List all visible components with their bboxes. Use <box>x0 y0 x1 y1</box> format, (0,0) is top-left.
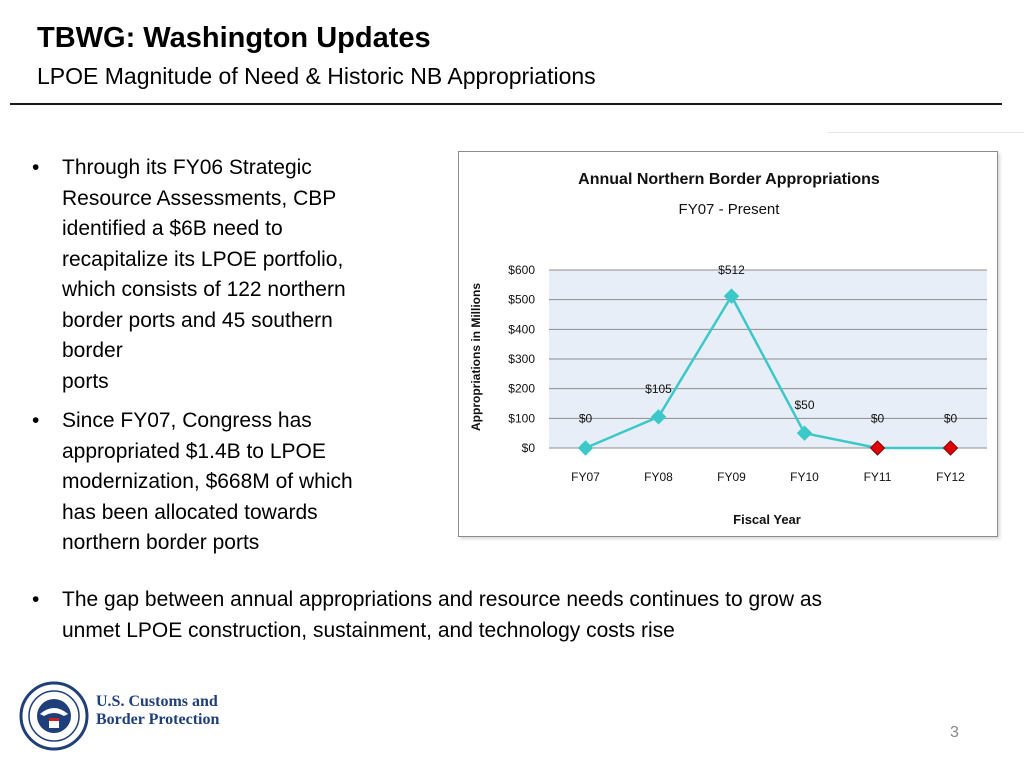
bullet-list: • Through its FY06 Strategic Resource As… <box>24 153 434 568</box>
bullet-line: identified a $6B need to <box>62 217 283 240</box>
x-tick-label: FY08 <box>644 470 673 484</box>
bullet-line: border <box>62 339 123 362</box>
x-tick-label: FY07 <box>571 470 600 484</box>
bullet-item: • The gap between annual appropriations … <box>32 584 1014 646</box>
title-divider <box>10 103 1002 105</box>
data-label: $0 <box>579 411 593 425</box>
appropriations-line-chart: Annual Northern Border Appropriations FY… <box>469 171 987 527</box>
data-point-marker <box>796 425 813 441</box>
bullet-item: • Since FY07, Congress has appropriated … <box>24 406 434 559</box>
bullet-line: Since FY07, Congress has <box>62 409 312 432</box>
bottom-bullet-list: • The gap between annual appropriations … <box>24 584 1014 646</box>
bullet-item: • Through its FY06 Strategic Resource As… <box>24 153 434 397</box>
wordmark-line: Border Protection <box>96 711 220 728</box>
data-point-marker <box>942 440 959 456</box>
bullet-line: The gap between annual appropriations an… <box>62 588 823 611</box>
y-tick-label: $0 <box>522 441 536 455</box>
bullet-dot: • <box>32 156 40 179</box>
series-line <box>585 294 951 450</box>
bullet-line: which consists of 122 northern <box>62 278 346 301</box>
bullet-line: unmet LPOE construction, sustainment, an… <box>62 619 675 642</box>
bullet-line: appropriated $1.4B to LPOE <box>62 439 326 463</box>
title-divider-shadow <box>828 132 1024 133</box>
data-point-marker <box>723 288 740 304</box>
x-axis-label: Fiscal Year <box>733 512 801 527</box>
y-tick-label: $100 <box>508 411 535 425</box>
y-tick-label: $200 <box>508 382 535 396</box>
bullet-dot: • <box>32 409 40 432</box>
data-label: $512 <box>718 263 745 277</box>
data-point-marker <box>869 440 886 456</box>
bullet-line: northern border ports <box>62 531 260 554</box>
x-tick-label: FY11 <box>864 470 892 484</box>
data-point-marker <box>577 440 594 456</box>
page-number: 3 <box>950 724 959 741</box>
bullet-line: ports <box>62 369 109 393</box>
chart-container: Annual Northern Border Appropriations FY… <box>458 151 998 537</box>
slide-title: TBWG: Washington Updates <box>37 22 431 54</box>
y-tick-label: $400 <box>508 322 535 336</box>
bullet-line: recapitalize its LPOE portfolio, <box>62 247 344 271</box>
chart-title: Annual Northern Border Appropriations <box>578 171 880 188</box>
data-label: $50 <box>794 398 814 412</box>
bullet-dot: • <box>32 588 40 611</box>
y-tick-label: $300 <box>508 352 535 366</box>
y-tick-label: $500 <box>508 293 535 307</box>
cbp-wordmark: U.S. Customs and Border Protection <box>96 693 219 729</box>
x-tick-label: FY10 <box>790 470 819 484</box>
x-tick-label: FY09 <box>717 470 746 484</box>
data-label: $105 <box>645 382 672 396</box>
bullet-line: has been allocated towards <box>62 500 318 524</box>
x-tick-label: FY12 <box>936 470 965 484</box>
slide-subtitle: LPOE Magnitude of Need & Historic NB App… <box>37 63 596 89</box>
data-point-marker <box>650 409 667 425</box>
bullet-line: border ports and 45 southern <box>62 308 333 332</box>
bullet-line: Through its FY06 Strategic <box>62 156 312 179</box>
data-label: $0 <box>944 411 958 425</box>
chart-subtitle: FY07 - Present <box>679 201 781 218</box>
wordmark-line: U.S. Customs and <box>96 693 218 710</box>
bullet-line: Resource Assessments, CBP <box>62 186 337 210</box>
dhs-seal-icon <box>19 681 89 751</box>
y-axis-label: Appropriations in Millions <box>469 283 483 431</box>
y-tick-label: $600 <box>508 263 535 277</box>
data-label: $0 <box>871 411 885 425</box>
bullet-line: modernization, $668M of which <box>62 470 353 493</box>
dhs-seal-logo <box>18 680 258 751</box>
